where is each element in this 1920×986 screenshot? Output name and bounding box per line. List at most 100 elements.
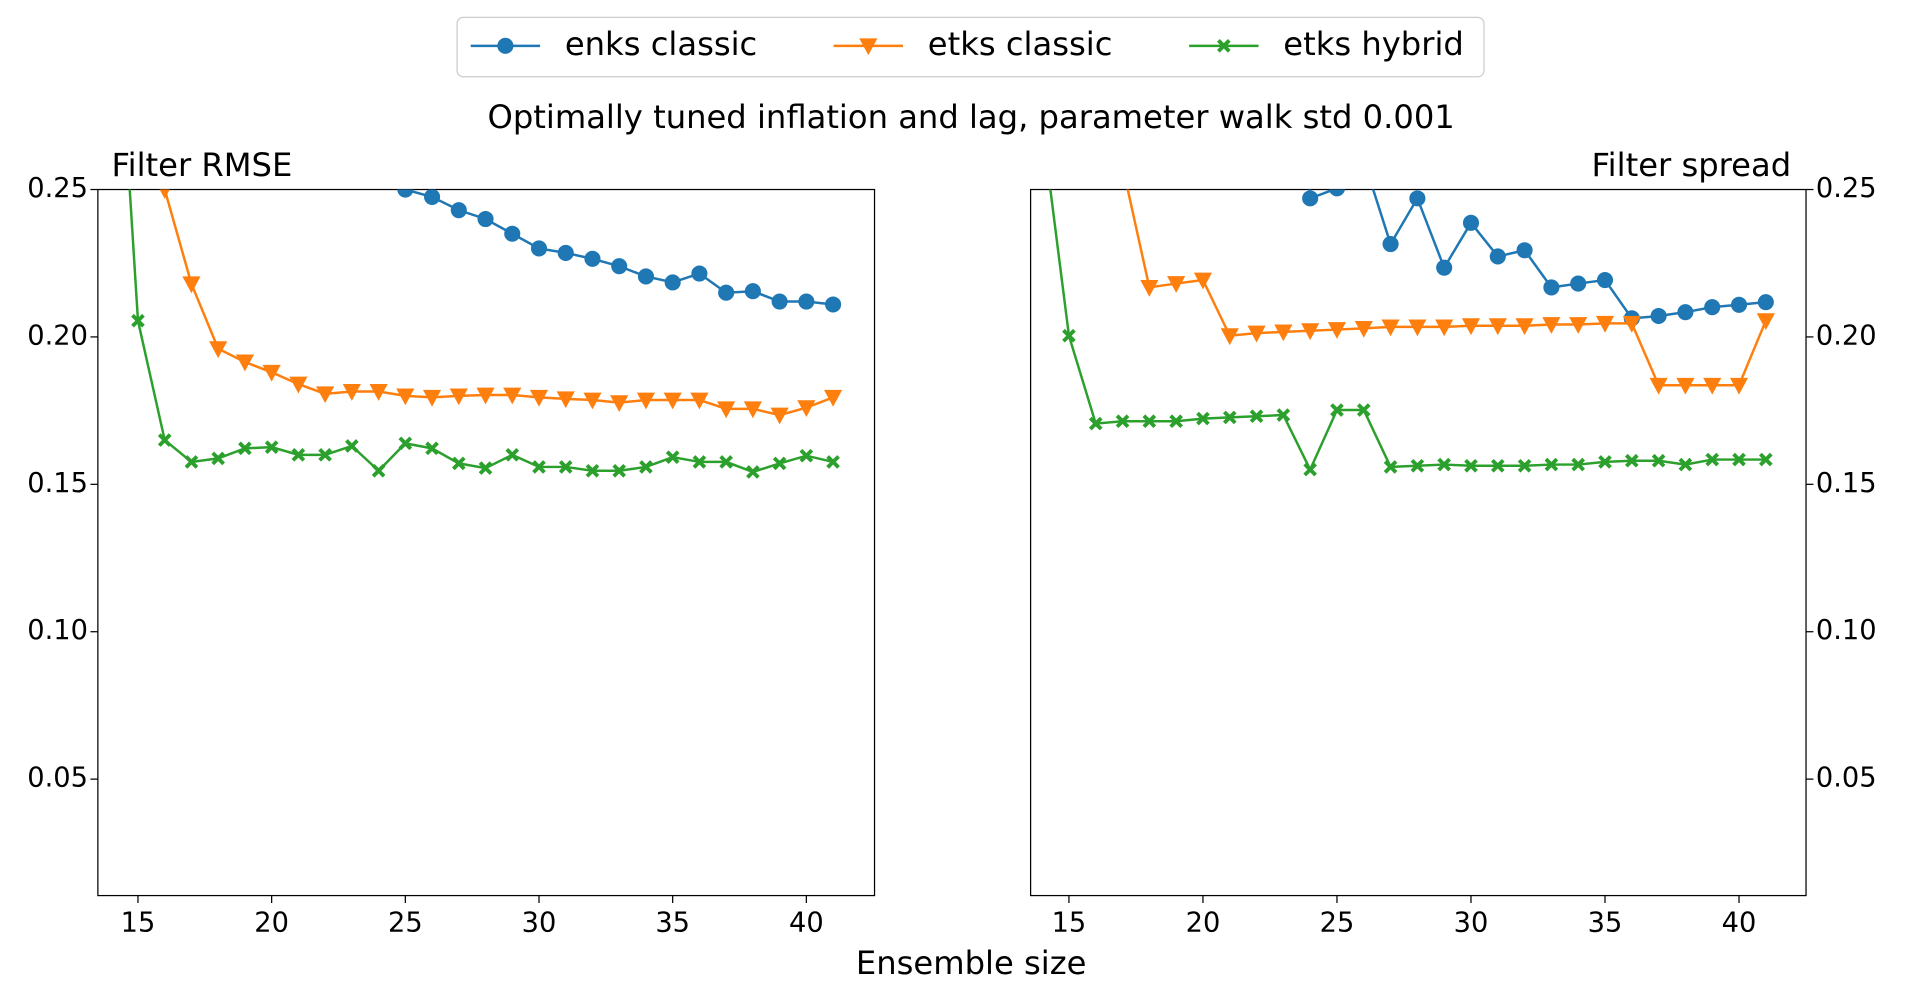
data-point (1436, 259, 1453, 276)
data-point (1624, 453, 1639, 468)
series-line (401, 189, 834, 306)
data-point (1193, 272, 1213, 290)
x-tick-label: 30 (1454, 908, 1489, 939)
data-point (1571, 457, 1586, 472)
data-point (1410, 458, 1425, 473)
data-point (1488, 318, 1507, 336)
data-point (238, 441, 252, 456)
data-point (451, 456, 466, 471)
data-point (1464, 458, 1478, 473)
legend-label: etks hybrid (1283, 25, 1464, 63)
data-point (1569, 317, 1588, 334)
legend-label: etks classic (928, 25, 1113, 63)
data-point (1169, 414, 1183, 429)
data-point (422, 389, 442, 407)
data-point (583, 392, 602, 410)
data-point (1327, 322, 1347, 339)
data-point (1088, 416, 1103, 431)
data-point (664, 274, 681, 291)
data-point (1598, 455, 1612, 469)
data-point (398, 436, 413, 451)
subplot-title: Filter spread (1592, 146, 1792, 184)
data-point (1622, 315, 1641, 333)
data-point (1757, 294, 1774, 311)
data-point (1461, 318, 1481, 336)
data-point (503, 387, 522, 405)
data-point (1330, 403, 1344, 417)
data-point (1729, 377, 1749, 395)
data-point (1543, 279, 1560, 296)
data-point (182, 276, 201, 294)
x-tick-label: 35 (655, 908, 690, 939)
x-tick-label: 35 (1588, 908, 1623, 939)
data-point (1517, 458, 1532, 473)
data-point (690, 392, 709, 410)
data-point (291, 448, 306, 462)
data-point (1382, 236, 1399, 253)
x-tick-label: 25 (1320, 908, 1355, 939)
data-point (744, 283, 761, 300)
data-point (1462, 214, 1480, 231)
data-point (1062, 328, 1076, 343)
legend-marker (859, 38, 878, 56)
data-point (1595, 315, 1615, 333)
y-tick-label: 0.25 (27, 173, 88, 204)
data-point (1115, 414, 1130, 429)
data-point (1544, 457, 1559, 472)
y-tick-label: 0.20 (27, 320, 88, 351)
legend-marker (1217, 39, 1231, 53)
data-point (1704, 299, 1721, 316)
data-point (396, 388, 415, 406)
data-point (1759, 452, 1773, 467)
data-point (1381, 319, 1400, 337)
x-axis-label: Ensemble size (856, 944, 1086, 982)
y-tick-label: 0.25 (1816, 173, 1877, 204)
data-point (476, 387, 495, 405)
data-point (345, 439, 359, 453)
data-point (1651, 453, 1666, 468)
data-point (450, 202, 467, 219)
y-tick-label: 0.20 (1816, 320, 1877, 351)
data-point (211, 451, 225, 466)
data-point (159, 189, 170, 199)
data-point (1303, 462, 1317, 477)
data-point (557, 244, 574, 261)
data-point (1490, 458, 1505, 473)
data-point (612, 463, 627, 478)
data-point (718, 284, 735, 301)
data-point (825, 296, 842, 313)
data-point (611, 258, 628, 275)
legend-label: enks classic (565, 25, 757, 63)
data-point (691, 265, 708, 282)
x-tick-label: 40 (1722, 908, 1757, 939)
data-point (665, 450, 680, 465)
data-point (772, 456, 787, 471)
series-layer (1049, 189, 1775, 477)
data-point (1167, 276, 1186, 293)
figure-title: Optimally tuned inflation and lag, param… (488, 98, 1455, 136)
data-point (636, 392, 656, 410)
data-point (504, 225, 521, 242)
data-point (719, 455, 733, 469)
y-tick-label: 0.15 (27, 468, 88, 499)
legend-box (456, 16, 1485, 78)
data-point (798, 293, 815, 310)
data-point (1408, 319, 1427, 337)
x-tick-label: 20 (254, 908, 289, 939)
x-tick-label: 40 (789, 908, 824, 939)
data-point (1222, 410, 1237, 425)
data-point (1649, 377, 1668, 395)
x-tick-label: 15 (1052, 908, 1087, 939)
data-point (1276, 408, 1291, 422)
data-point (529, 389, 549, 407)
data-point (505, 448, 520, 462)
series-line (1308, 189, 1766, 320)
data-point (1140, 279, 1159, 297)
series-line (128, 189, 834, 474)
data-point (639, 460, 653, 474)
data-point (1678, 457, 1693, 472)
data-point (746, 465, 760, 479)
data-point (692, 455, 707, 469)
